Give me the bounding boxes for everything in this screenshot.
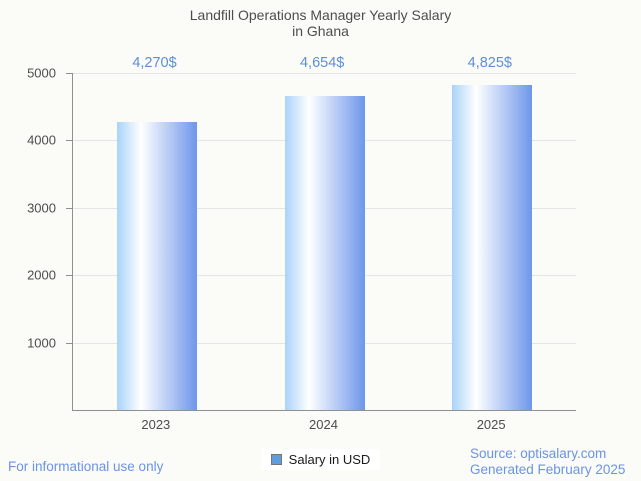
- chart-title-line-2: in Ghana: [292, 23, 349, 39]
- y-tick-4000: [66, 140, 73, 142]
- legend-row: Salary in USD: [0, 449, 641, 470]
- x-axis-label-2025: 2025: [476, 417, 506, 432]
- y-axis-label-5000: 5000: [27, 65, 56, 81]
- gridline-5000: [73, 73, 576, 74]
- bar-2023[interactable]: [116, 122, 197, 410]
- y-tick-2000: [66, 275, 73, 277]
- bar-2025[interactable]: [452, 84, 533, 410]
- y-tick-3000: [66, 207, 73, 209]
- y-axis-label-2000: 2000: [27, 267, 56, 283]
- bar-value-label-2023: 4,270$: [132, 55, 177, 71]
- generated-date: Generated February 2025: [470, 462, 626, 477]
- x-axis-label-2023: 2023: [141, 417, 171, 432]
- legend-marker-icon: [270, 454, 282, 465]
- bar-value-label-2024: 4,654$: [299, 55, 345, 71]
- chart-title-line-1: Landfill Operations Manager Yearly Salar…: [189, 7, 452, 23]
- y-axis-labels: 1000 2000 3000 4000 5000: [14, 66, 66, 410]
- legend-label: Salary in USD: [288, 452, 371, 467]
- source-attribution[interactable]: Source: optisalary.com Generated Februar…: [470, 446, 625, 478]
- x-axis-labels: 2023 2024 2025: [72, 417, 575, 437]
- y-tick-5000: [66, 73, 73, 74]
- bar-value-label-2025: 4,825$: [467, 55, 513, 71]
- source-link[interactable]: Source: optisalary.com: [470, 446, 607, 461]
- legend-item[interactable]: Salary in USD: [260, 449, 381, 470]
- plot-area: [66, 73, 576, 411]
- y-axis-label-1000: 1000: [27, 335, 56, 351]
- chart-title: Landfill Operations Manager Yearly Salar…: [0, 7, 641, 39]
- bar-value-labels: 4,270$ 4,654$ 4,825$: [72, 55, 575, 75]
- y-axis-label-3000: 3000: [27, 200, 56, 216]
- y-tick-1000: [66, 342, 73, 344]
- bar-2024[interactable]: [284, 96, 365, 410]
- x-axis-label-2024: 2024: [309, 417, 338, 432]
- disclaimer-text: For informational use only: [8, 459, 164, 474]
- y-axis-label-4000: 4000: [27, 132, 56, 148]
